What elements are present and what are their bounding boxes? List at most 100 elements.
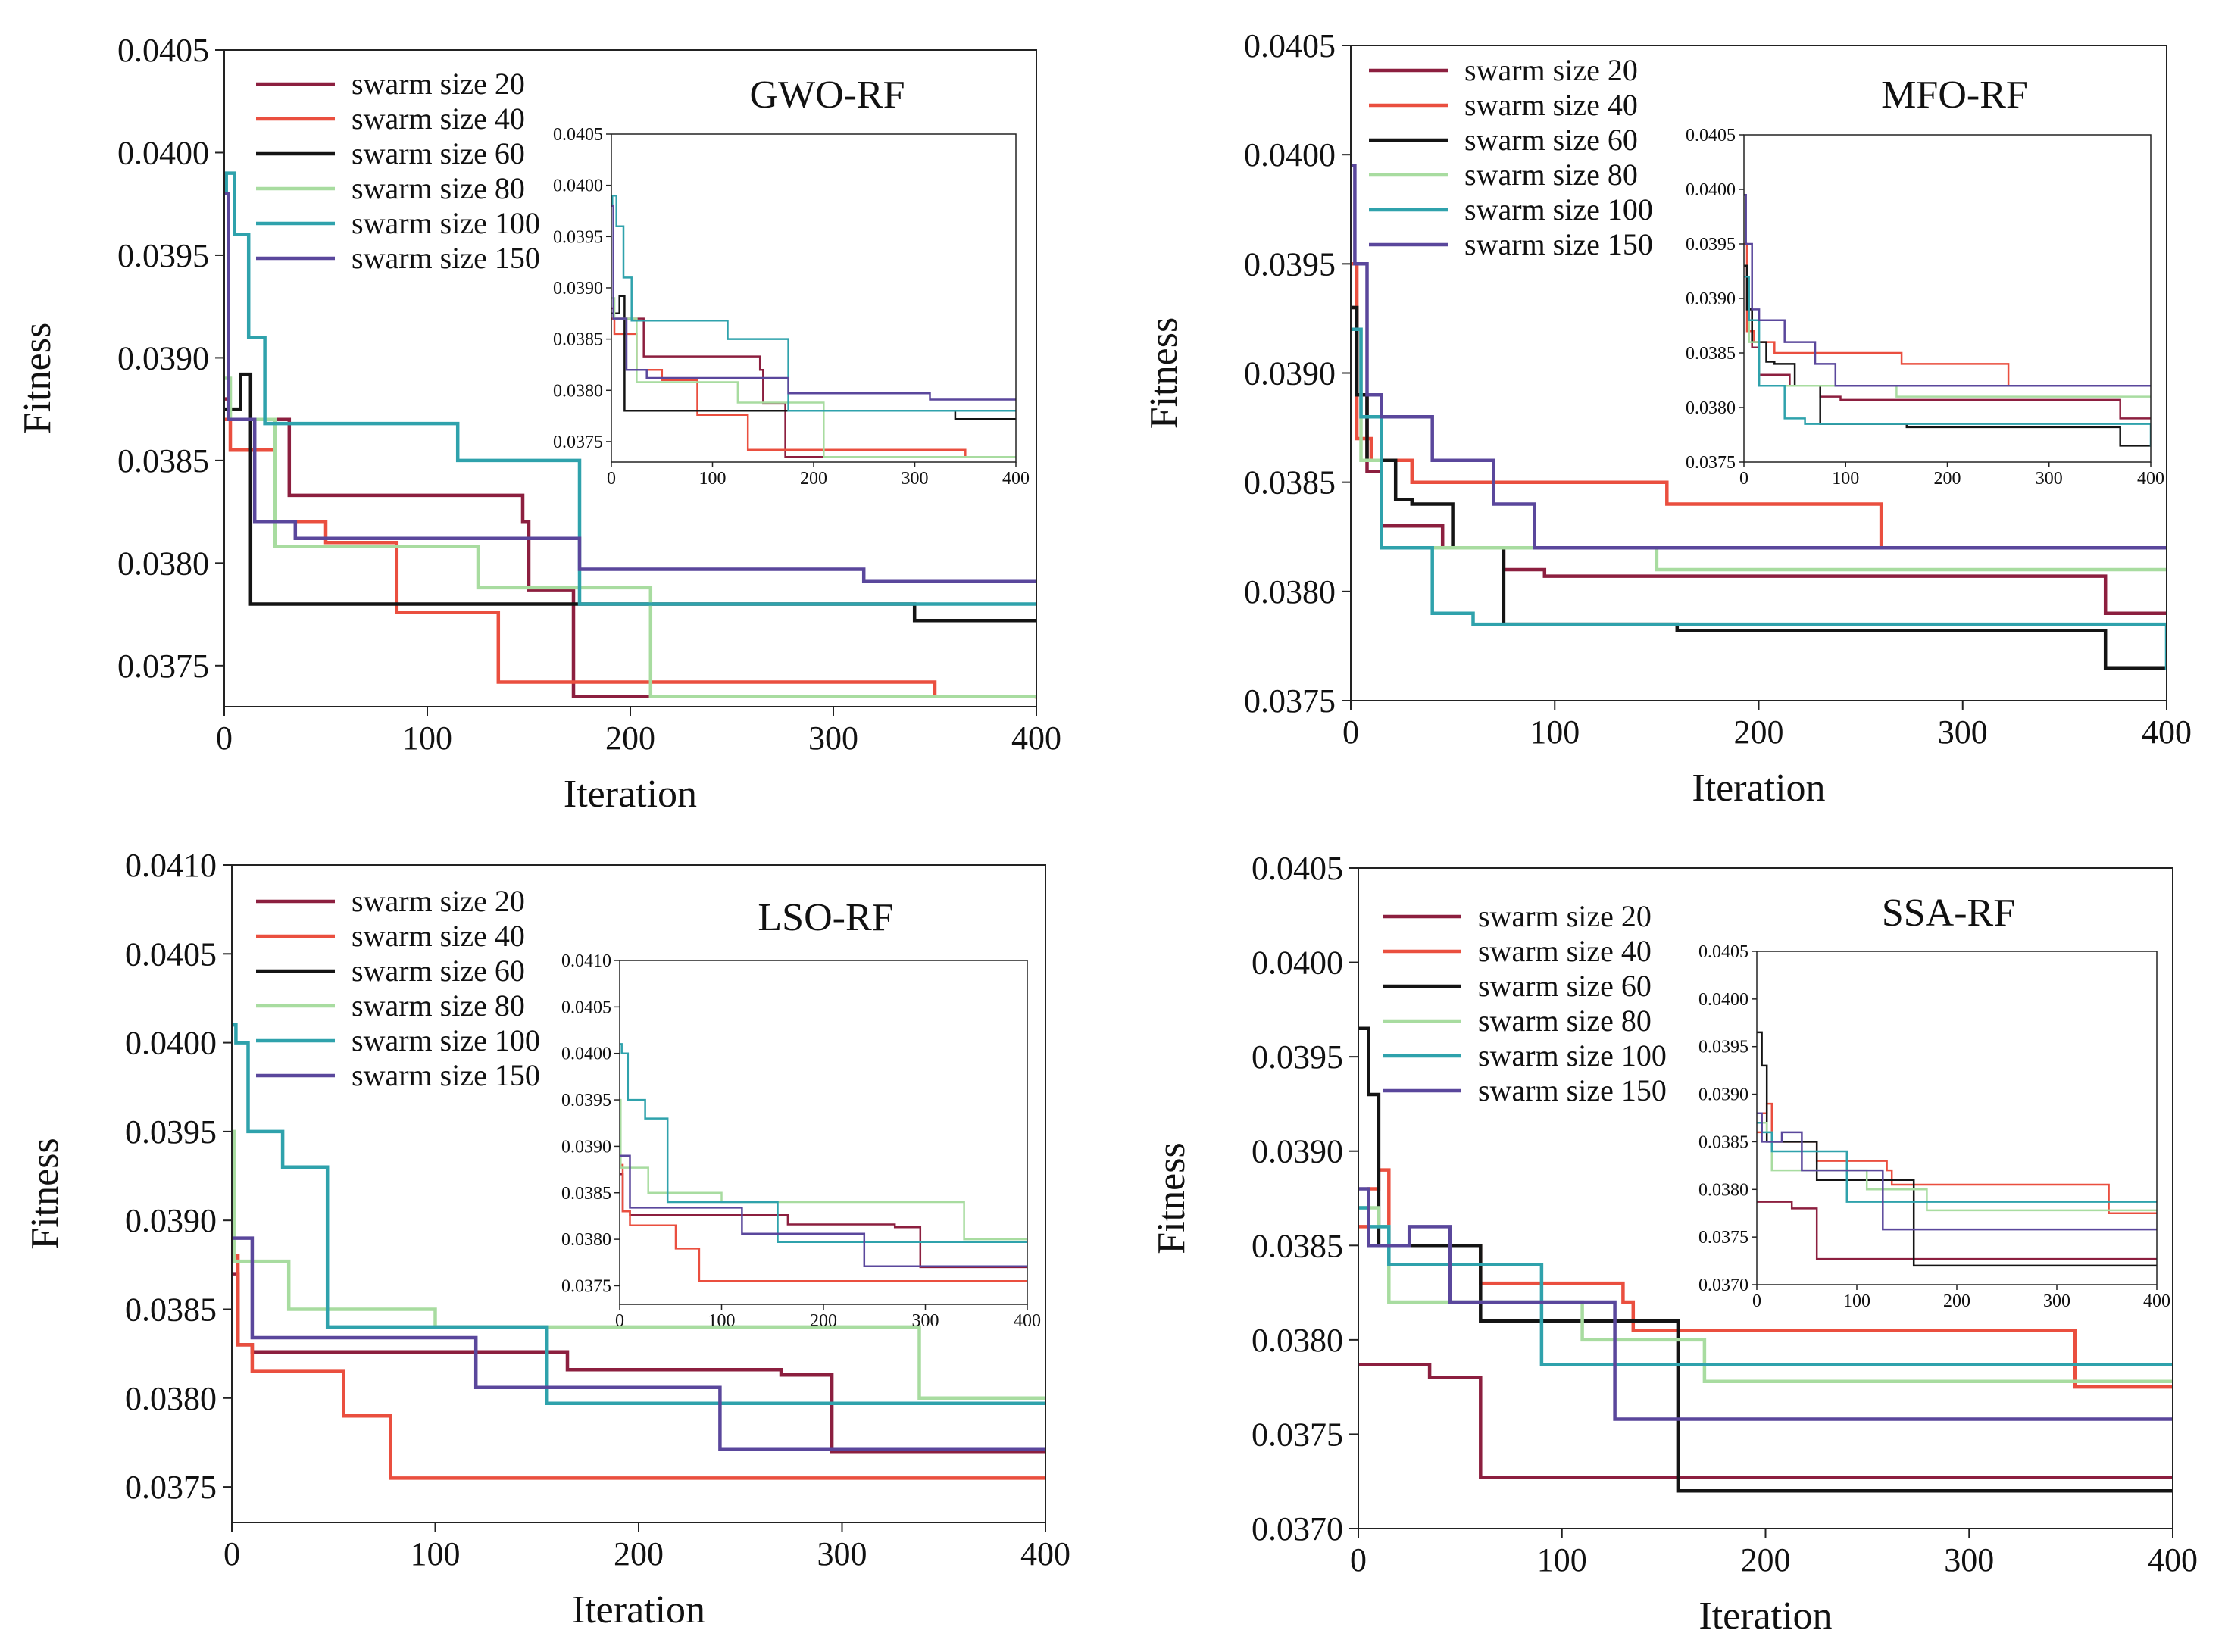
y-tick-label: 0.0410 xyxy=(125,847,217,884)
inset-y-tick-label: 0.0390 xyxy=(553,279,603,298)
inset-y-tick-label: 0.0375 xyxy=(553,433,603,452)
inset-series-line-swarm-size-100 xyxy=(1744,275,2151,447)
series-line-swarm-size-100 xyxy=(1351,327,2167,670)
inset-series-line-swarm-size-150 xyxy=(1744,193,2151,387)
legend-label: swarm size 150 xyxy=(1464,227,1653,261)
legend-item: swarm size 40 xyxy=(1369,88,1638,122)
series-group xyxy=(1358,1026,2173,1493)
inset-y-tick-label: 0.0405 xyxy=(561,998,611,1017)
legend-label: swarm size 20 xyxy=(352,67,525,101)
inset-background xyxy=(611,134,1016,462)
y-tick-label: 0.0370 xyxy=(1252,1510,1343,1547)
x-tick-label: 0 xyxy=(1342,714,1359,751)
inset-series-group xyxy=(611,194,1016,458)
inset-plot: 0 100 200 300 400 0.0375 0.0380 0.0385 0.0390 0.0… xyxy=(553,125,1030,489)
inset-series-line-swarm-size-20 xyxy=(1757,1201,2157,1260)
y-tick-label: 0.0375 xyxy=(125,1469,217,1506)
x-tick-label: 200 xyxy=(1734,714,1784,751)
y-tick-label: 0.0395 xyxy=(117,237,209,274)
inset-series-line-swarm-size-40 xyxy=(620,1163,1027,1282)
legend-item: swarm size 40 xyxy=(256,919,525,953)
inset-series-line-swarm-size-80 xyxy=(611,297,1016,458)
y-tick-label: 0.0375 xyxy=(117,648,209,685)
inset-x-tick-label: 400 xyxy=(1014,1311,1041,1331)
legend-item: swarm size 40 xyxy=(1383,934,1652,968)
inset-x-tick-label: 200 xyxy=(810,1311,837,1331)
inset-y-tick-label: 0.0400 xyxy=(1698,990,1748,1010)
legend-item: swarm size 150 xyxy=(256,241,540,275)
inset-y-tick-label: 0.0380 xyxy=(553,381,603,401)
inset-y-tick-label: 0.0380 xyxy=(561,1230,611,1250)
inset-series-group xyxy=(1744,193,2151,447)
y-tick-label: 0.0390 xyxy=(117,339,209,376)
inset-x-tick-label: 100 xyxy=(1832,469,1859,489)
legend-label: swarm size 60 xyxy=(352,954,525,988)
y-tick-label: 0.0385 xyxy=(1244,464,1336,501)
series-line-swarm-size-150 xyxy=(1351,164,2167,550)
inset-y-tick-label: 0.0370 xyxy=(1698,1276,1748,1295)
inset-x-tick-label: 300 xyxy=(2043,1291,2070,1311)
legend-item: swarm size 60 xyxy=(256,954,525,988)
y-tick-label: 0.0380 xyxy=(117,545,209,582)
y-axis-label: Fitness xyxy=(16,323,59,434)
inset-y-tick-label: 0.0405 xyxy=(1698,942,1748,962)
y-tick-label: 0.0375 xyxy=(1244,682,1336,720)
legend-item: swarm size 20 xyxy=(1383,899,1652,933)
series-line-swarm-size-150 xyxy=(224,192,1036,583)
series-line-swarm-size-40 xyxy=(224,417,1036,699)
inset-y-tick-label: 0.0385 xyxy=(1698,1132,1748,1152)
series-line-swarm-size-100 xyxy=(224,171,1036,606)
inset-series-line-swarm-size-80 xyxy=(620,1098,1027,1241)
legend-label: swarm size 60 xyxy=(352,136,525,170)
y-tick-label: 0.0400 xyxy=(117,134,209,171)
panel-title: GWO-RF xyxy=(749,73,905,117)
legend-item: swarm size 40 xyxy=(256,101,525,136)
series-line-swarm-size-40 xyxy=(232,1254,1045,1480)
x-tick-label: 300 xyxy=(1944,1541,1994,1579)
x-axis-label: Iteration xyxy=(1692,767,1825,810)
series-line-swarm-size-60 xyxy=(224,372,1036,623)
legend-item: swarm size 20 xyxy=(256,884,525,918)
inset-y-tick-label: 0.0390 xyxy=(1698,1085,1748,1105)
inset-x-tick-label: 300 xyxy=(912,1311,939,1331)
y-tick-label: 0.0405 xyxy=(1244,27,1336,64)
x-tick-label: 400 xyxy=(1011,720,1061,757)
legend-item: swarm size 20 xyxy=(256,67,525,101)
x-tick-label: 200 xyxy=(1741,1541,1791,1579)
inset-y-tick-label: 0.0380 xyxy=(1698,1180,1748,1200)
inset-y-tick-label: 0.0385 xyxy=(553,330,603,350)
x-tick-label: 0 xyxy=(1350,1541,1367,1579)
inset-y-tick-label: 0.0375 xyxy=(561,1276,611,1296)
x-tick-label: 200 xyxy=(614,1535,664,1572)
legend-label: swarm size 150 xyxy=(352,1058,540,1092)
legend-label: swarm size 150 xyxy=(1478,1073,1667,1107)
inset-y-tick-label: 0.0405 xyxy=(553,125,603,145)
legend-label: swarm size 60 xyxy=(1478,969,1652,1003)
inset-x-tick-label: 400 xyxy=(2143,1291,2170,1311)
legend-label: swarm size 40 xyxy=(1464,88,1638,122)
inset-series-line-swarm-size-100 xyxy=(611,194,1016,412)
series-line-swarm-size-150 xyxy=(232,1236,1045,1452)
legend-item: swarm size 60 xyxy=(1369,123,1638,157)
inset-plot: 0 100 200 300 400 0.0375 0.0380 0.0385 0.0390 0.0… xyxy=(561,951,1041,1331)
legend-label: swarm size 60 xyxy=(1464,123,1638,157)
panel-mfo-rf: 0 100 200 300 400 0.0375 0.0380 0.0385 0.0390 0.0… xyxy=(1142,27,2192,810)
legend-item: swarm size 60 xyxy=(1383,969,1652,1003)
inset-x-tick-label: 200 xyxy=(1943,1291,1970,1311)
y-axis-label: Fitness xyxy=(1142,317,1186,429)
x-tick-label: 400 xyxy=(2148,1541,2198,1579)
legend-label: swarm size 80 xyxy=(352,988,525,1023)
inset-series-line-swarm-size-150 xyxy=(611,205,1016,401)
y-tick-label: 0.0375 xyxy=(1252,1416,1343,1453)
inset-x-tick-label: 400 xyxy=(2137,469,2164,489)
inset-y-tick-label: 0.0395 xyxy=(1686,235,1736,255)
y-tick-label: 0.0390 xyxy=(1252,1133,1343,1170)
inset-y-tick-label: 0.0400 xyxy=(1686,180,1736,200)
inset-x-tick-label: 300 xyxy=(902,469,929,489)
inset-series-line-swarm-size-60 xyxy=(1757,1031,2157,1267)
y-tick-label: 0.0380 xyxy=(125,1380,217,1417)
x-tick-label: 300 xyxy=(808,720,858,757)
inset-series-line-swarm-size-150 xyxy=(620,1154,1027,1267)
